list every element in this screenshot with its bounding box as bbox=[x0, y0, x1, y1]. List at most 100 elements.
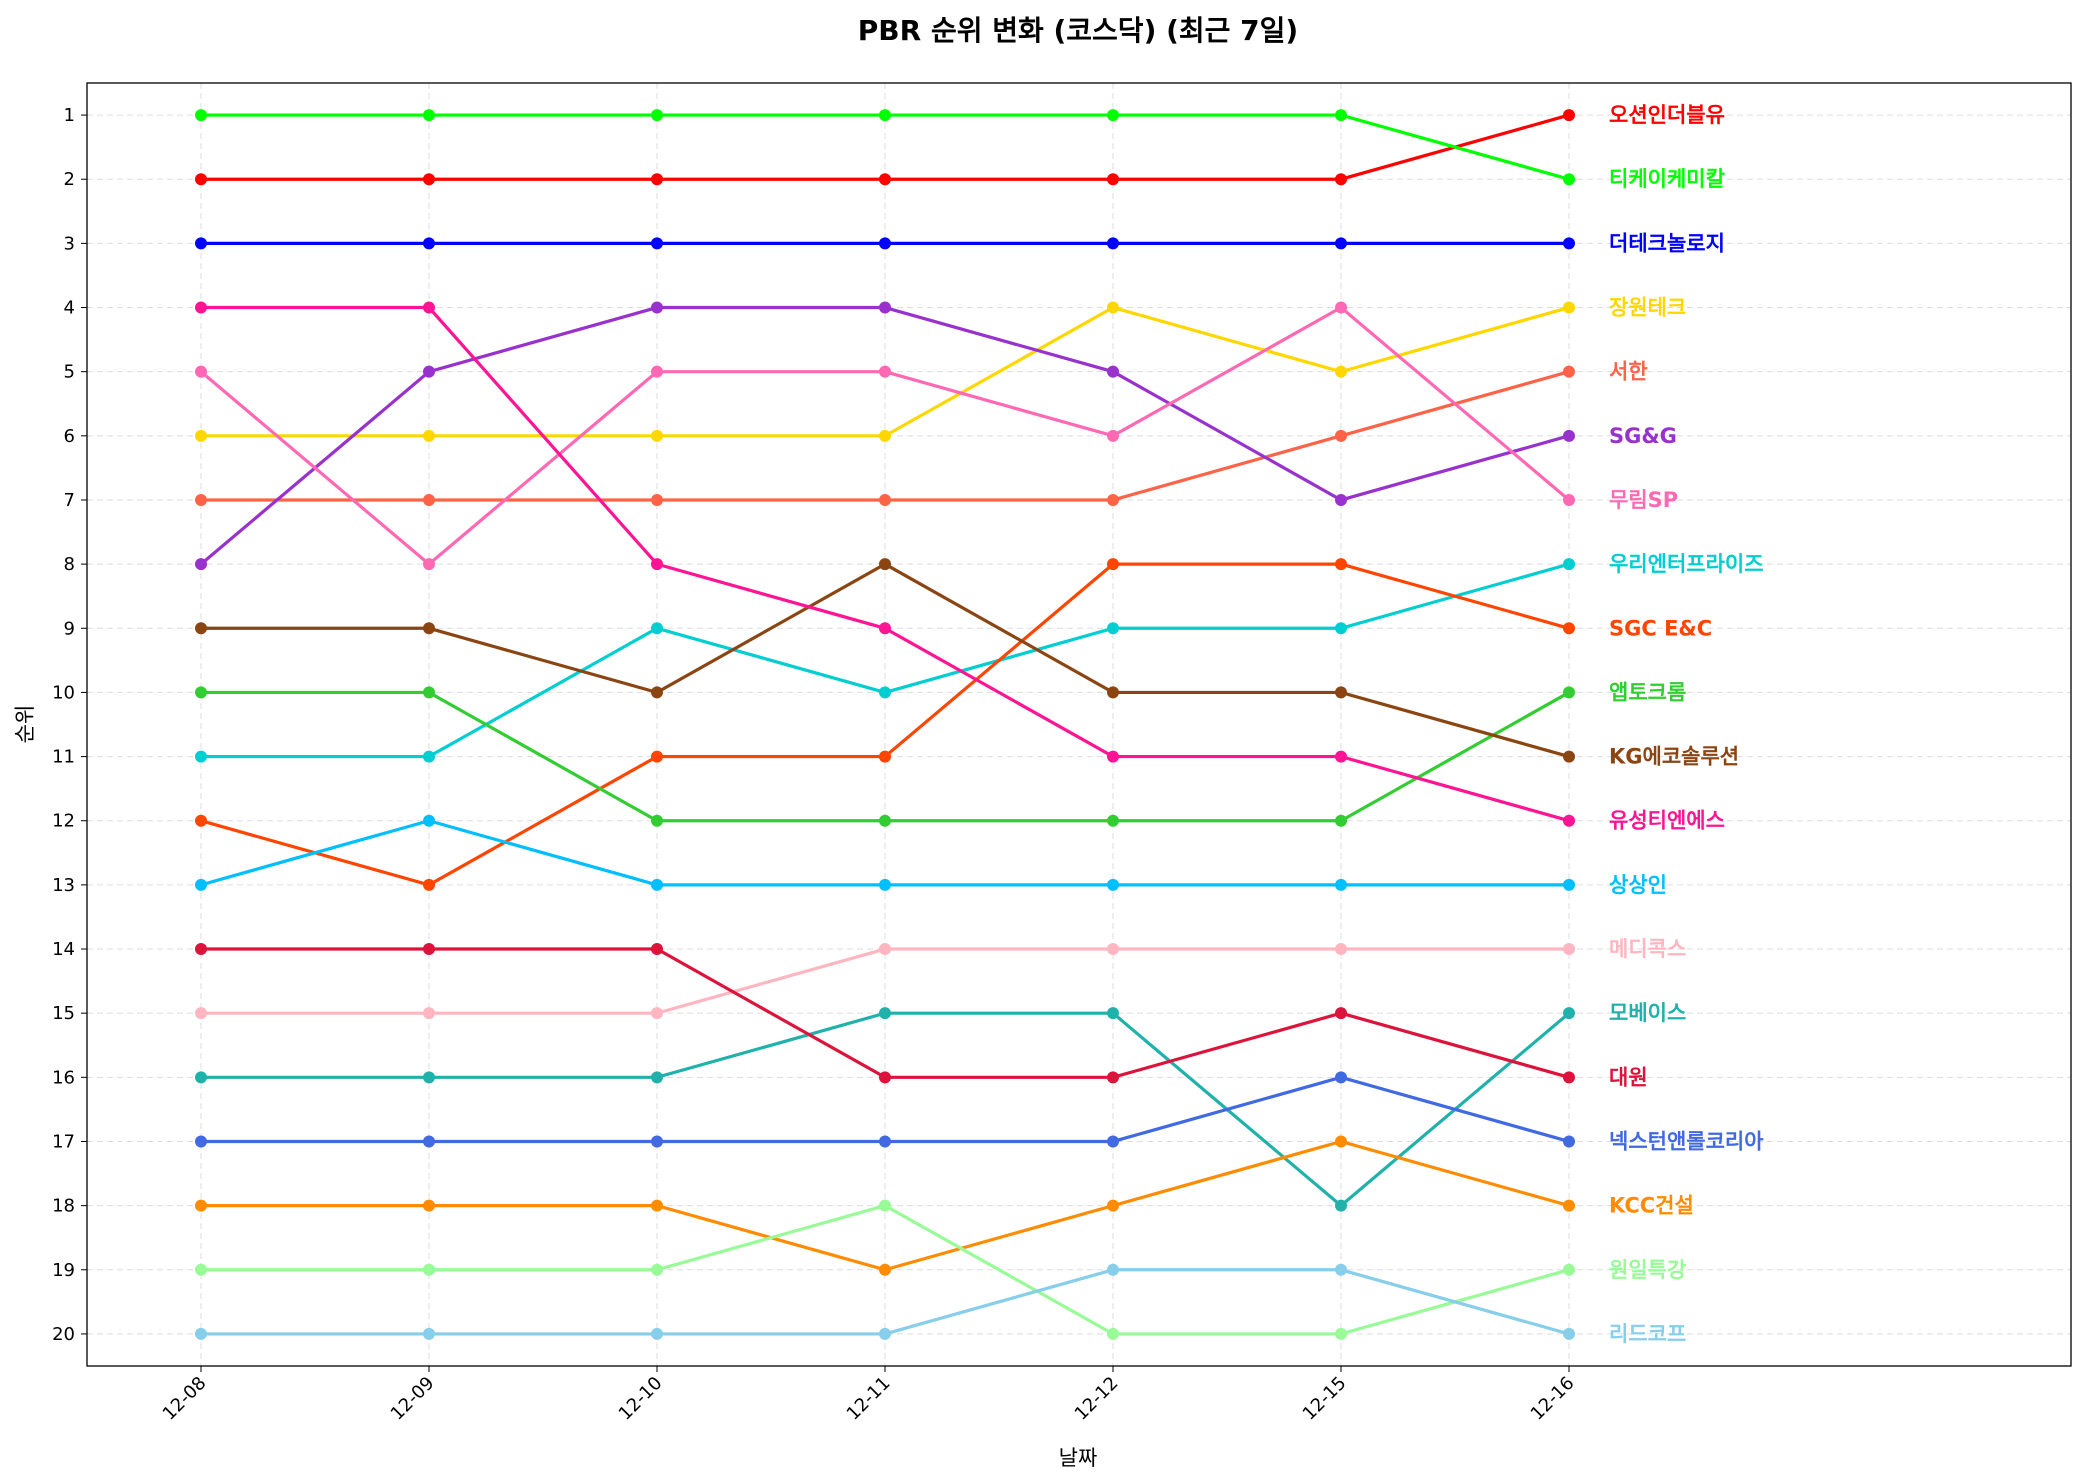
data-point bbox=[1107, 1007, 1119, 1020]
data-point bbox=[423, 558, 435, 571]
y-tick-label: 9 bbox=[64, 618, 75, 639]
series-6 bbox=[195, 301, 1575, 571]
data-point bbox=[651, 1007, 663, 1020]
data-point bbox=[1107, 1327, 1119, 1340]
series-7 bbox=[195, 558, 1575, 763]
data-point bbox=[1335, 493, 1347, 506]
series-2 bbox=[195, 237, 1575, 250]
x-tick-label: 12-08 bbox=[159, 1373, 211, 1425]
data-point bbox=[1335, 1007, 1347, 1020]
data-point bbox=[651, 365, 663, 378]
x-tick-label: 12-15 bbox=[1299, 1373, 1351, 1425]
data-point bbox=[879, 1007, 891, 1020]
data-point bbox=[879, 365, 891, 378]
data-point bbox=[879, 686, 891, 699]
data-point bbox=[1107, 622, 1119, 635]
y-tick-label: 19 bbox=[52, 1260, 75, 1281]
x-axis: 12-08 12-09 12-10 12-11 12-12 12-15 12-16 bbox=[159, 1366, 1579, 1425]
data-point bbox=[1335, 1263, 1347, 1276]
data-point bbox=[651, 301, 663, 314]
data-point bbox=[651, 558, 663, 571]
data-point bbox=[195, 1071, 207, 1084]
y-tick-label: 14 bbox=[52, 939, 75, 960]
data-point bbox=[1335, 814, 1347, 827]
data-point bbox=[423, 878, 435, 891]
data-point bbox=[1335, 558, 1347, 571]
y-tick-label: 13 bbox=[52, 875, 75, 896]
data-point bbox=[1563, 1071, 1575, 1084]
data-point bbox=[1563, 1199, 1575, 1212]
data-point bbox=[195, 686, 207, 699]
data-point bbox=[1335, 301, 1347, 314]
data-point bbox=[651, 750, 663, 763]
data-point bbox=[1335, 878, 1347, 891]
data-point bbox=[1335, 109, 1347, 122]
data-point bbox=[1107, 173, 1119, 186]
data-point bbox=[195, 237, 207, 250]
data-point bbox=[1107, 750, 1119, 763]
data-point bbox=[1107, 301, 1119, 314]
data-point bbox=[423, 301, 435, 314]
series-17 bbox=[195, 1135, 1575, 1276]
data-point bbox=[1563, 558, 1575, 571]
data-point bbox=[423, 429, 435, 442]
series-14 bbox=[195, 1007, 1575, 1212]
x-tick-label: 12-09 bbox=[387, 1373, 439, 1425]
series-end-label: 티케이케미칼 bbox=[1609, 167, 1725, 191]
series-end-label: 무림SP bbox=[1609, 488, 1678, 512]
data-point bbox=[1335, 429, 1347, 442]
data-point bbox=[195, 493, 207, 506]
data-point bbox=[651, 1071, 663, 1084]
data-point bbox=[195, 1327, 207, 1340]
data-point bbox=[1335, 622, 1347, 635]
series-end-label: 앱토크롬 bbox=[1609, 680, 1686, 704]
series-end-label: KG에코솔루션 bbox=[1609, 745, 1739, 769]
series-end-label: 장원테크 bbox=[1609, 296, 1686, 320]
data-point bbox=[1107, 1071, 1119, 1084]
data-point bbox=[423, 622, 435, 635]
data-point bbox=[1563, 1327, 1575, 1340]
data-point bbox=[1107, 1199, 1119, 1212]
series-16 bbox=[195, 1071, 1575, 1148]
data-point bbox=[1335, 1135, 1347, 1148]
y-tick-label: 6 bbox=[64, 426, 75, 447]
data-point bbox=[879, 878, 891, 891]
series-4 bbox=[195, 365, 1575, 506]
data-point bbox=[1563, 622, 1575, 635]
data-point bbox=[1563, 814, 1575, 827]
series-end-label: KCC건설 bbox=[1609, 1194, 1694, 1218]
data-point bbox=[423, 686, 435, 699]
data-point bbox=[651, 943, 663, 956]
series-end-label: 원일특강 bbox=[1609, 1258, 1686, 1282]
data-point bbox=[423, 1327, 435, 1340]
data-point bbox=[423, 814, 435, 827]
data-point bbox=[651, 1199, 663, 1212]
data-point bbox=[879, 1263, 891, 1276]
series-end-label: 리드코프 bbox=[1609, 1322, 1686, 1346]
data-point bbox=[651, 493, 663, 506]
data-point bbox=[1335, 1199, 1347, 1212]
data-point bbox=[1563, 1135, 1575, 1148]
series-11 bbox=[195, 301, 1575, 827]
data-point bbox=[1335, 686, 1347, 699]
data-point bbox=[195, 878, 207, 891]
data-point bbox=[195, 622, 207, 635]
data-point bbox=[1107, 686, 1119, 699]
data-point bbox=[651, 686, 663, 699]
data-point bbox=[879, 943, 891, 956]
series-end-label: 더테크놀로지 bbox=[1609, 231, 1725, 255]
data-point bbox=[423, 173, 435, 186]
data-point bbox=[1107, 109, 1119, 122]
data-point bbox=[1107, 429, 1119, 442]
data-point bbox=[1563, 1263, 1575, 1276]
y-tick-label: 5 bbox=[64, 362, 75, 383]
data-point bbox=[423, 1263, 435, 1276]
data-point bbox=[195, 109, 207, 122]
data-point bbox=[879, 750, 891, 763]
data-point bbox=[423, 943, 435, 956]
data-point bbox=[879, 1071, 891, 1084]
data-point bbox=[651, 237, 663, 250]
data-point bbox=[1563, 173, 1575, 186]
data-point bbox=[423, 1071, 435, 1084]
